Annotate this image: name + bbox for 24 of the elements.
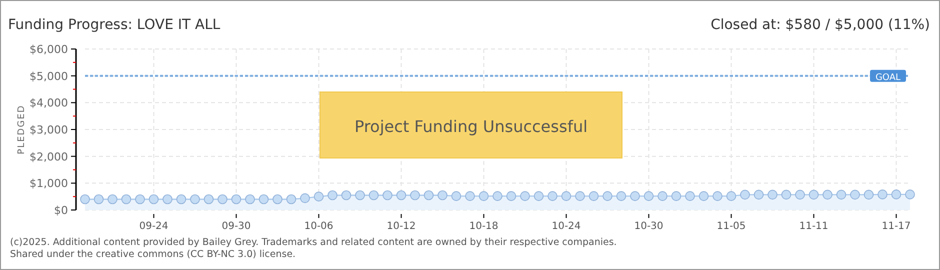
- annotation: Project Funding Unsuccessful: [354, 117, 588, 136]
- x-tick-label: 11-11: [799, 221, 828, 232]
- text: (c)2025. Additional content provided by Bailey Grey. Trademarks and related content are owned by their respective companies.: [10, 237, 617, 248]
- x-tick-label: 11-17: [882, 221, 911, 232]
- x-tick-label: 10-12: [386, 221, 416, 232]
- y-tick-label: $0: [54, 204, 68, 217]
- chart-title: Funding Progress: LOVE IT ALL: [8, 17, 220, 33]
- y-tick-label: $6,000: [30, 43, 68, 56]
- y-tick-label: $4,000: [30, 96, 68, 110]
- y-tick-label: $2,000: [30, 150, 68, 164]
- y-tick-label: $1,000: [30, 177, 68, 190]
- x-tick-label: 10-18: [469, 221, 498, 232]
- text: Shared under the creative commons (CC BY-NC 3.0) license.: [10, 249, 296, 260]
- ref-line-label: GOAL: [875, 72, 901, 83]
- y-axis-title: PLEDGED: [17, 104, 27, 154]
- x-tick-label: 09-24: [139, 221, 168, 232]
- y-tick-label: $3,000: [30, 124, 68, 136]
- x-tick-label: 10-30: [634, 221, 664, 232]
- x-tick-label: 10-06: [304, 221, 334, 232]
- x-tick-label: 09-30: [222, 221, 251, 232]
- y-tick-label: $5,000: [30, 70, 68, 83]
- x-tick-label: 10-24: [552, 221, 581, 232]
- x-tick-label: 11-05: [716, 221, 746, 232]
- chart-subtitle: Closed at: $580 / $5,000 (11%): [710, 17, 930, 33]
